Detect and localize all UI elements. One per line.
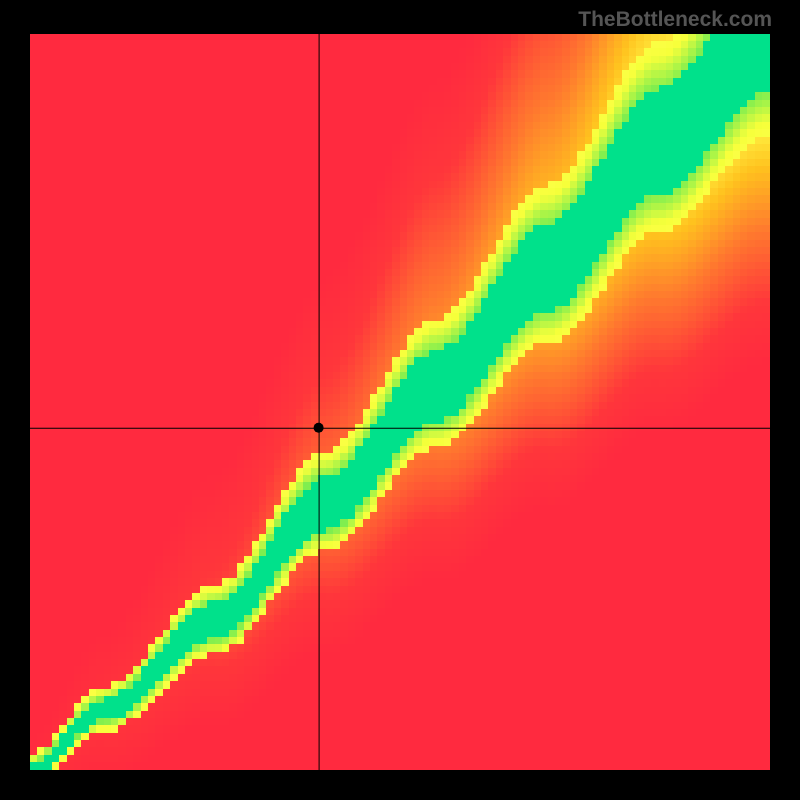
heatmap-canvas: [30, 34, 770, 770]
heatmap-chart: [30, 34, 770, 770]
watermark-text: TheBottleneck.com: [578, 8, 772, 32]
